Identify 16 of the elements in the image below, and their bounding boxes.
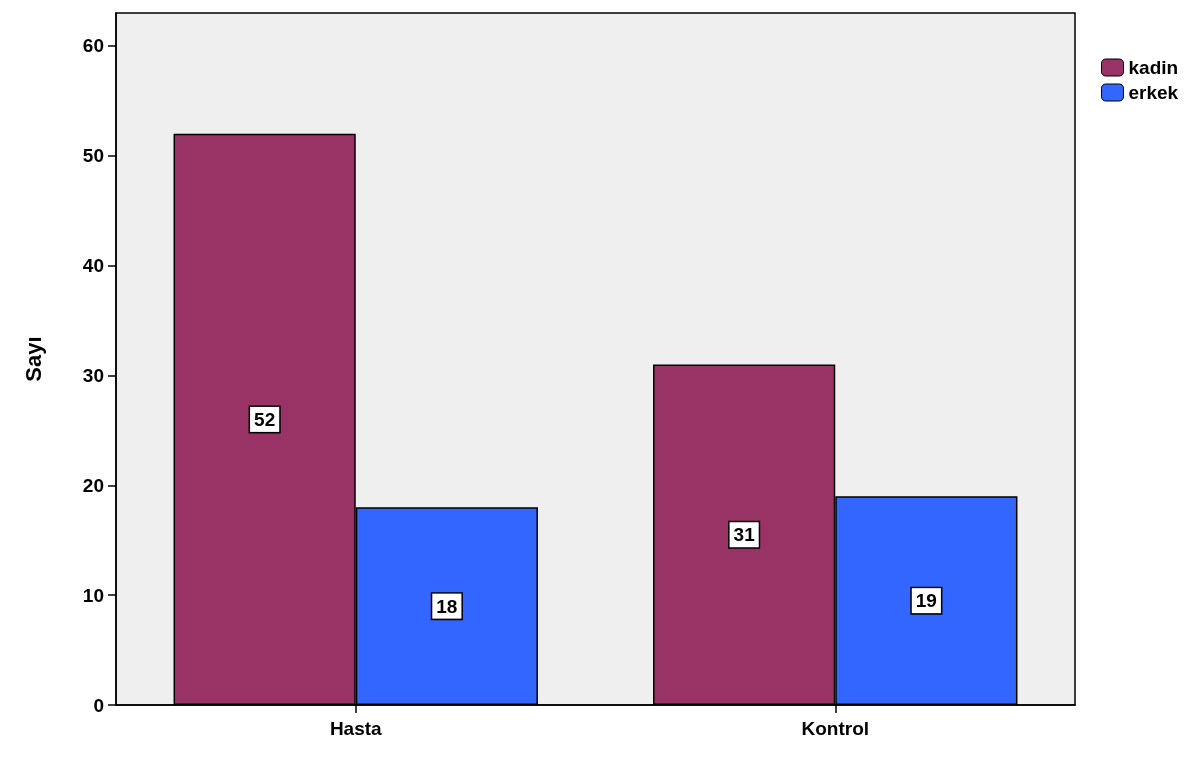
y-tick-label: 20 <box>82 474 104 496</box>
y-tick-label: 60 <box>82 35 104 57</box>
data-label: 31 <box>733 524 756 546</box>
legend-label: kadin <box>1128 57 1179 78</box>
data-label: 52 <box>254 408 276 430</box>
data-label: 18 <box>436 595 458 617</box>
y-tick-label: 0 <box>93 694 104 716</box>
y-tick-label: 40 <box>82 255 104 277</box>
x-tick-label: Hasta <box>329 718 383 739</box>
x-tick-label: Kontrol <box>801 718 870 739</box>
legend-label: erkek <box>1128 82 1179 103</box>
y-axis-title: Sayı <box>20 336 46 382</box>
y-tick-label: 50 <box>82 145 104 167</box>
data-label: 19 <box>915 590 937 612</box>
y-tick-label: 30 <box>82 364 104 386</box>
y-tick-label: 10 <box>82 584 104 606</box>
